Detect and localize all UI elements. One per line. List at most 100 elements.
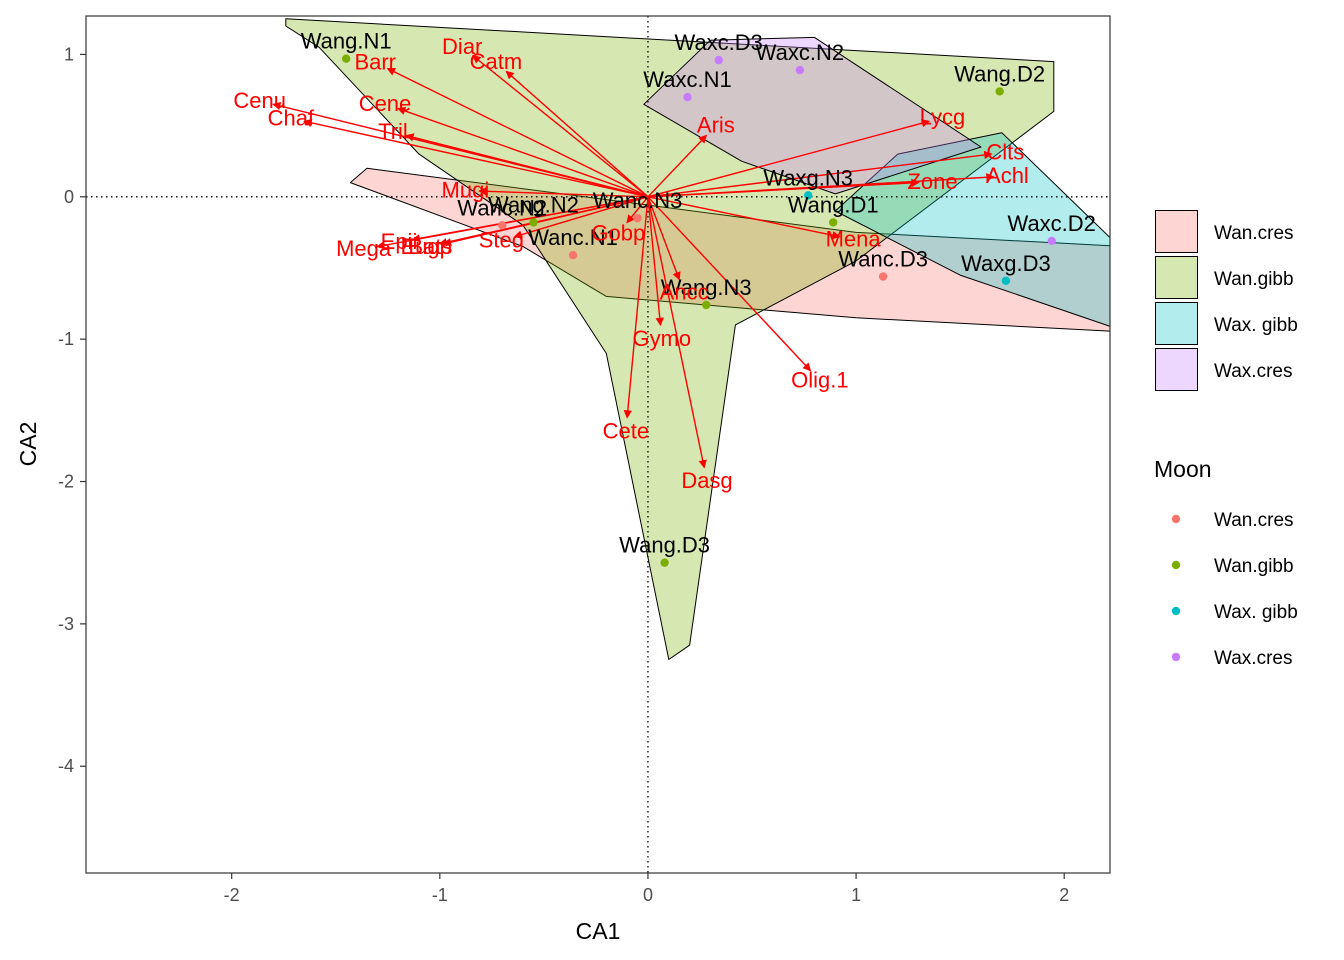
arrow-gymo	[647, 196, 664, 327]
species-label-zone: Zone	[907, 169, 957, 194]
legend-point-key-wan-gibb	[1171, 560, 1181, 570]
site-label-wanc-n2: Wanc.N2	[457, 195, 547, 220]
arrow-clts	[647, 150, 993, 198]
site-label-waxc-n1: Waxc.N1	[643, 67, 731, 92]
hull-wan-cres	[349, 167, 1110, 332]
arrow-bats	[442, 196, 649, 247]
reference-lines	[86, 16, 1110, 873]
site-label-waxc-d2: Waxc.D2	[1008, 211, 1096, 236]
arrow-epii	[411, 196, 649, 243]
site-label-waxc-d3: Waxc.D3	[675, 30, 763, 55]
site-points	[341, 54, 1056, 567]
point-wanc-n3	[633, 213, 642, 223]
species-label-barr: Barr	[354, 49, 396, 74]
species-label-mega: Mega	[336, 236, 392, 261]
group-hulls	[285, 18, 1110, 660]
legend-fill: Wan.cres Wan.gibb Wax. gibb Wax.cres	[1155, 210, 1298, 391]
point-waxc-d3	[714, 55, 723, 65]
arrow-dasg	[647, 196, 707, 469]
legend-fill-key-bg	[1155, 256, 1198, 299]
legend-point-label-wax-cres: Wax.cres	[1214, 648, 1292, 669]
legend-point-label-wax-gibb: Wax. gibb	[1214, 602, 1298, 623]
site-label-wang-d3: Wang.D3	[619, 533, 710, 558]
point-waxc-n2	[795, 65, 805, 75]
species-label-eugp: Eugp	[400, 234, 451, 259]
hull-wan-gibb	[285, 18, 1055, 660]
hull-wax-cres	[643, 36, 982, 195]
arrow-achl	[647, 173, 995, 198]
species-label-chaf: Chaf	[268, 105, 315, 130]
point-wanc-n2	[498, 221, 507, 230]
species-label-olig-1: Olig.1	[791, 368, 848, 393]
legend-fill-label-wax-gibb: Wax. gibb	[1214, 315, 1298, 336]
species-label-cenu: Cenu	[233, 88, 286, 113]
x-axis-title: CA1	[576, 918, 621, 944]
x-tick-label: 2	[1059, 885, 1069, 905]
site-label-wanc-d3: Wanc.D3	[838, 247, 928, 272]
legend-point-key-wax-gibb	[1171, 606, 1181, 616]
legend-point-label-wan-gibb: Wan.gibb	[1214, 556, 1294, 577]
site-label-wang-n2: Wang.N2	[488, 192, 579, 217]
legend-moon-title: Moon	[1154, 456, 1212, 482]
species-label-gymo: Gymo	[632, 326, 691, 351]
point-wang-n1	[341, 54, 351, 63]
point-waxc-d2	[1047, 236, 1056, 246]
point-wang-n3	[702, 300, 711, 310]
arrow-aris	[647, 134, 708, 198]
species-label-cete: Cete	[603, 418, 649, 443]
point-waxg-n3	[804, 191, 813, 200]
arrow-olig-1	[647, 196, 812, 372]
species-label-clts: Clts	[986, 139, 1024, 164]
y-tick-label: -1	[58, 329, 74, 349]
site-labels: Wang.N1 Wang.N2 Wang.N3 Wang.D1 Wang.D2 Wang.…	[301, 29, 1096, 558]
legend-point-key-wax-cres	[1171, 652, 1181, 662]
point-waxc-n1	[683, 92, 692, 102]
point-wanc-d3	[878, 272, 888, 281]
site-label-wang-n1: Wang.N1	[301, 29, 392, 54]
legend-fill-label-wan-cres: Wan.cres	[1214, 223, 1294, 244]
x-tick-label: -2	[224, 885, 240, 905]
legend-fill-label-wan-gibb: Wan.gibb	[1214, 269, 1294, 290]
species-label-steg: Steg	[479, 228, 524, 253]
site-label-waxc-n2: Waxc.N2	[756, 40, 844, 65]
y-tick-label: -2	[58, 472, 74, 492]
species-label-mugi: Mugi	[442, 178, 490, 203]
hull-wax-gibb	[834, 132, 1110, 327]
species-label-catm: Catm	[470, 49, 523, 74]
species-label-ancc: Ancc	[660, 279, 709, 304]
legend-fill-key-wan-gibb	[1155, 256, 1198, 299]
y-axis-title: CA2	[15, 422, 41, 467]
species-label-aris: Aris	[697, 112, 735, 137]
legend-fill-key-bg	[1155, 348, 1198, 391]
arrow-steg	[513, 196, 649, 239]
x-tick-label: 1	[851, 885, 861, 905]
site-label-waxg-n3: Waxg.N3	[763, 165, 853, 190]
species-label-epii: Epii	[381, 229, 418, 254]
point-wanc-n1	[568, 250, 578, 260]
site-label-wanc-n1: Wanc.N1	[528, 225, 618, 250]
legend-point-key-wan-cres	[1171, 514, 1181, 524]
legend-fill-key-wax-cres	[1155, 348, 1198, 391]
x-tick-label: -1	[432, 885, 448, 905]
point-waxg-d3	[1001, 276, 1011, 285]
plot-panel-border	[85, 15, 1111, 874]
legend-fill-key-bg	[1155, 210, 1198, 253]
arrow-gobp	[626, 196, 649, 224]
legend-fill-key-wax-gibb	[1155, 302, 1198, 345]
point-wang-d1	[828, 218, 838, 227]
arrow-diar	[472, 55, 649, 198]
legend-fill-key-wan-cres	[1155, 210, 1198, 253]
legend-fill-key-bg	[1155, 302, 1198, 345]
species-label-gobp: Gobp	[591, 220, 645, 245]
point-wang-d2	[995, 87, 1004, 96]
species-label-cene: Cene	[359, 91, 412, 116]
y-tick-label: 1	[64, 44, 74, 64]
y-tick-label: 0	[64, 187, 74, 207]
y-tick-label: -4	[58, 756, 74, 776]
arrow-ancc	[647, 196, 681, 281]
y-axis: -4 -3 -2 -1 0 1	[58, 44, 86, 776]
species-label-lycg: Lycg	[920, 105, 966, 130]
species-label-diar: Diar	[442, 34, 482, 59]
